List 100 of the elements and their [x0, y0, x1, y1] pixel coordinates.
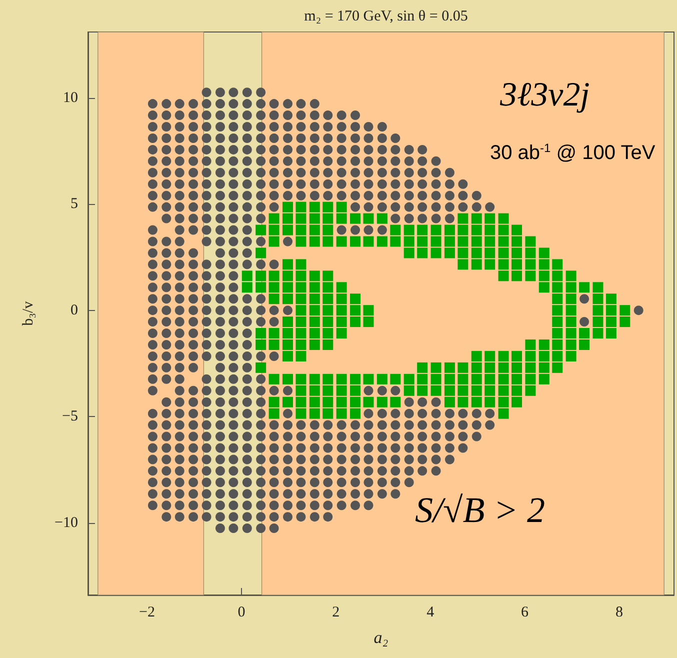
- point: [458, 259, 468, 270]
- point: [350, 408, 361, 419]
- point: [202, 351, 212, 361]
- point: [309, 374, 320, 384]
- point: [592, 305, 604, 316]
- point: [162, 236, 172, 246]
- point: [256, 270, 266, 282]
- point: [538, 248, 550, 258]
- point: [363, 396, 374, 408]
- point: [228, 168, 238, 178]
- point: [552, 270, 563, 282]
- point: [377, 133, 387, 143]
- point: [431, 202, 441, 212]
- point: [336, 420, 346, 430]
- point: [538, 259, 550, 270]
- point: [592, 328, 604, 339]
- point: [364, 408, 374, 418]
- point: [148, 306, 158, 316]
- point: [148, 443, 158, 453]
- point: [310, 99, 320, 109]
- point: [538, 374, 550, 384]
- point: [188, 144, 198, 154]
- point: [323, 454, 333, 464]
- point: [242, 99, 252, 109]
- point: [309, 316, 320, 328]
- point: [322, 202, 334, 212]
- point: [404, 144, 414, 154]
- point: [174, 408, 184, 418]
- point: [269, 133, 279, 143]
- point: [538, 339, 550, 350]
- point: [552, 294, 563, 304]
- point: [552, 316, 563, 328]
- point: [202, 179, 212, 189]
- point: [162, 432, 172, 442]
- point: [283, 110, 292, 120]
- point: [282, 282, 293, 293]
- point: [336, 168, 346, 178]
- point: [296, 512, 306, 522]
- point: [242, 374, 252, 384]
- point: [350, 374, 361, 384]
- point: [296, 99, 306, 109]
- point: [364, 454, 374, 464]
- point: [162, 466, 172, 476]
- point: [444, 408, 454, 418]
- point: [310, 156, 320, 166]
- point: [283, 489, 292, 499]
- point: [363, 316, 374, 328]
- point: [162, 478, 172, 488]
- point: [202, 478, 212, 488]
- point: [282, 350, 293, 362]
- point: [283, 408, 292, 418]
- point: [256, 110, 266, 120]
- point: [322, 213, 334, 224]
- point: [364, 466, 374, 476]
- point: [188, 512, 198, 522]
- point: [188, 294, 198, 304]
- point: [418, 168, 428, 178]
- point: [512, 259, 522, 270]
- point: [283, 478, 292, 488]
- point: [472, 190, 482, 200]
- point: [228, 156, 238, 166]
- point: [552, 328, 563, 339]
- point: [579, 328, 590, 339]
- point: [323, 144, 333, 154]
- point: [350, 385, 361, 396]
- point: [323, 122, 333, 132]
- point: [350, 202, 360, 212]
- point: [256, 99, 266, 109]
- point: [242, 270, 252, 282]
- point: [377, 489, 387, 499]
- point: [377, 420, 387, 430]
- point: [525, 248, 536, 258]
- point: [174, 156, 184, 166]
- point: [418, 420, 428, 430]
- point: [309, 202, 320, 212]
- y-tick-label: 5: [70, 196, 78, 212]
- point: [471, 396, 482, 408]
- point: [310, 122, 320, 132]
- point: [309, 328, 320, 339]
- point: [404, 432, 414, 442]
- point: [174, 144, 184, 154]
- point: [228, 432, 238, 442]
- point: [269, 386, 279, 396]
- point: [377, 432, 387, 442]
- point: [417, 362, 428, 373]
- point: [336, 110, 346, 120]
- point: [498, 213, 509, 224]
- point: [350, 156, 360, 166]
- point: [431, 408, 441, 418]
- point: [268, 270, 280, 282]
- point: [364, 202, 374, 212]
- point: [174, 317, 184, 327]
- point: [471, 248, 482, 258]
- point: [215, 179, 225, 189]
- point: [202, 374, 212, 384]
- point: [418, 144, 428, 154]
- point: [458, 202, 468, 212]
- point: [148, 110, 158, 120]
- point: [256, 282, 266, 293]
- point: [269, 466, 279, 476]
